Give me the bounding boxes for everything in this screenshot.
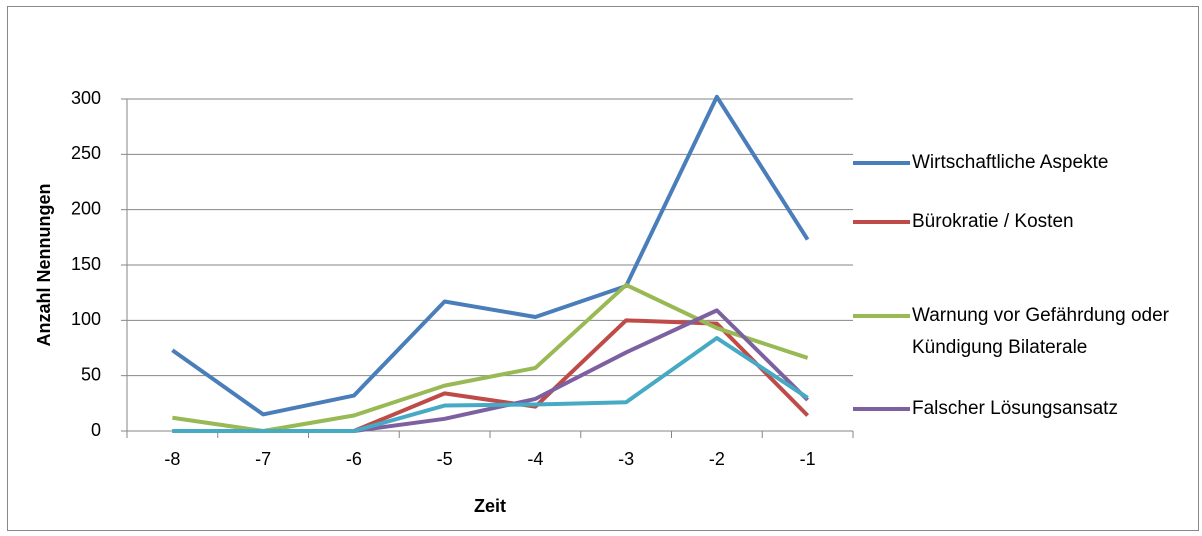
x-tick-label: -4 — [527, 449, 543, 469]
y-tick-label: 50 — [81, 364, 101, 384]
x-tick-label: -2 — [709, 449, 725, 469]
y-tick-label: 200 — [71, 198, 101, 218]
x-tick-label: -3 — [618, 449, 634, 469]
series-line — [171, 94, 810, 417]
x-tick-label: -8 — [164, 449, 180, 469]
y-tick-label: 250 — [71, 143, 101, 163]
series-line — [172, 282, 809, 433]
y-tick-label: 0 — [91, 420, 101, 440]
chart-border — [7, 6, 1199, 531]
y-tick-label: 150 — [71, 254, 101, 274]
x-axis-title: Zeit — [474, 496, 506, 516]
x-tick-label: -1 — [800, 449, 816, 469]
y-tick-label: 300 — [71, 88, 101, 108]
x-tick-label: -5 — [437, 449, 453, 469]
series-line — [172, 336, 809, 433]
y-axis-title: Anzahl Nennungen — [34, 184, 54, 347]
legend-label: Warnung vor Gefährdung oder Kündigung Bi… — [912, 305, 1170, 358]
legend-label: Bürokratie / Kosten — [912, 211, 1074, 232]
y-tick-label: 100 — [71, 309, 101, 329]
legend-label: Wirtschaftliche Aspekte — [912, 152, 1109, 173]
x-tick-label: -7 — [255, 449, 271, 469]
legend-label: Falscher Lösungsansatz — [912, 398, 1118, 419]
x-tick-label: -6 — [346, 449, 362, 469]
